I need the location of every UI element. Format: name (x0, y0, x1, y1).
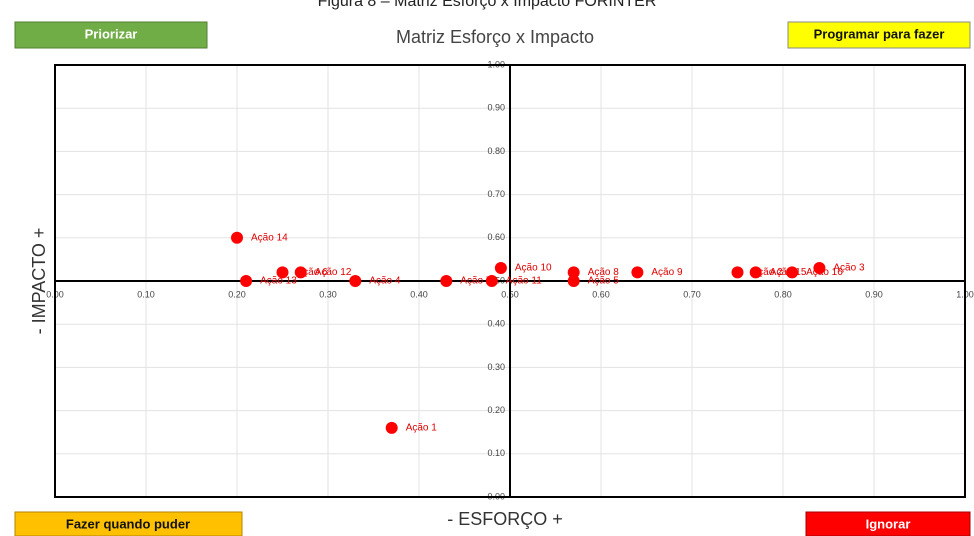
chart-title: Matriz Esforço x Impacto (396, 27, 594, 47)
caption: Figura 8 – Matriz Esforço x Impacto FORI… (318, 0, 657, 10)
x-tick-label: 0.80 (774, 289, 792, 299)
point (813, 262, 826, 275)
point (631, 266, 644, 279)
y-tick-label: 0.90 (487, 103, 505, 113)
point-label: Ação 9 (651, 267, 683, 278)
quadrant-box (787, 21, 971, 49)
point (485, 275, 498, 287)
point-label: Ação 16 (806, 267, 843, 278)
y-tick-label: 0.70 (487, 189, 505, 199)
point (567, 275, 580, 287)
quadrant-box (14, 21, 208, 49)
point-label: Ação 10 (515, 263, 552, 274)
y-tick-label: 0.80 (487, 146, 505, 156)
point-label: Ação 3 (833, 263, 865, 274)
point-label: Ação 14 (251, 232, 288, 243)
y-tick-label: 0.10 (487, 448, 505, 458)
x-tick-label: 0.60 (592, 289, 610, 299)
y-tick-label: 0.40 (487, 319, 505, 329)
point-label: Ação 8 (588, 267, 620, 278)
point (440, 275, 453, 287)
quadrant-box (805, 511, 971, 536)
x-tick-label: 0.20 (228, 289, 246, 299)
point (494, 262, 507, 275)
x-tick-label: 0.90 (865, 289, 883, 299)
x-axis-label: - ESFORÇO + (447, 509, 563, 529)
point-label: Ação 2 (752, 267, 784, 278)
y-tick-label: 0.60 (487, 232, 505, 242)
quadrant-box (14, 511, 243, 536)
point-label: Ação 5 (588, 276, 620, 287)
point-label: Ação 11 (506, 276, 542, 287)
point-label: Ação 1 (406, 423, 438, 434)
x-tick-label: 0.10 (137, 289, 155, 299)
quadrant-label: Fazer quando puder (66, 516, 190, 531)
point (231, 231, 243, 244)
point (349, 275, 362, 287)
x-tick-label: 0.30 (319, 289, 337, 299)
point-label: Ação 4 (369, 276, 401, 287)
point (240, 275, 253, 287)
quadrant-label: Ignorar (866, 516, 911, 531)
y-axis-label: - IMPACTO + (29, 228, 49, 335)
point (786, 266, 799, 279)
point (276, 266, 289, 279)
point (749, 266, 762, 279)
x-tick-label: 0.40 (410, 289, 428, 299)
point-label: Ação 12 (315, 267, 352, 278)
point (294, 266, 307, 279)
quadrant-label: Priorizar (85, 26, 138, 41)
point-label: Ação 7 (460, 276, 492, 287)
point (567, 266, 580, 279)
point-label: Ação 6 (297, 267, 329, 278)
quadrant-label: Programar para fazer (814, 26, 945, 41)
y-tick-label: 0.20 (487, 405, 505, 415)
point (385, 421, 398, 434)
x-tick-label: 0.70 (683, 289, 701, 299)
point-label: Ação 13 (260, 276, 297, 287)
y-tick-label: 0.30 (487, 362, 505, 372)
point (731, 266, 744, 279)
